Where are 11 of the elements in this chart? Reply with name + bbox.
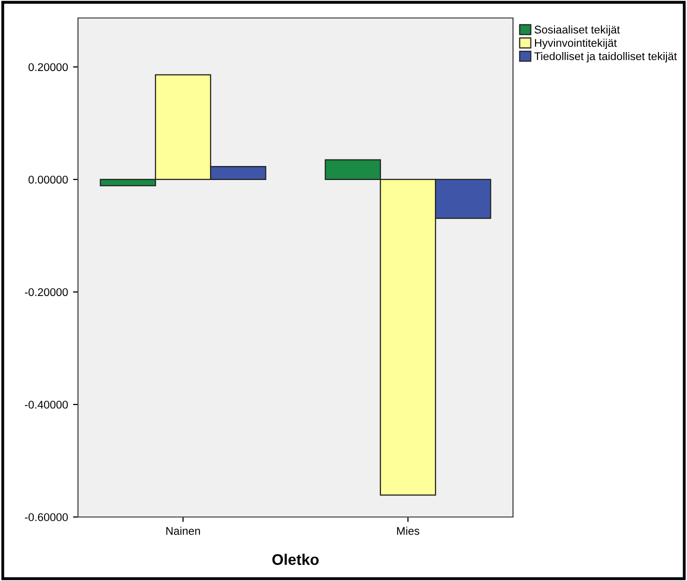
y-tick-label: 0.20000 bbox=[28, 63, 68, 72]
y-tick-label: -0.20000 bbox=[24, 288, 68, 296]
legend-label: Tiedolliset ja taidolliset tekijät bbox=[534, 52, 677, 62]
legend-label: Sosiaaliset tekijät bbox=[534, 25, 620, 36]
y-tick-label: -0.60000 bbox=[24, 513, 68, 522]
x-axis-title: Oletko bbox=[272, 554, 319, 565]
x-tick-label: Mies bbox=[397, 526, 420, 535]
y-tick-label: -0.40000 bbox=[24, 400, 68, 409]
x-tick-label: Nainen bbox=[166, 526, 200, 535]
legend-label: Hyvinvointitekijät bbox=[535, 38, 617, 50]
y-tick-label: 0.00000 bbox=[28, 176, 68, 184]
